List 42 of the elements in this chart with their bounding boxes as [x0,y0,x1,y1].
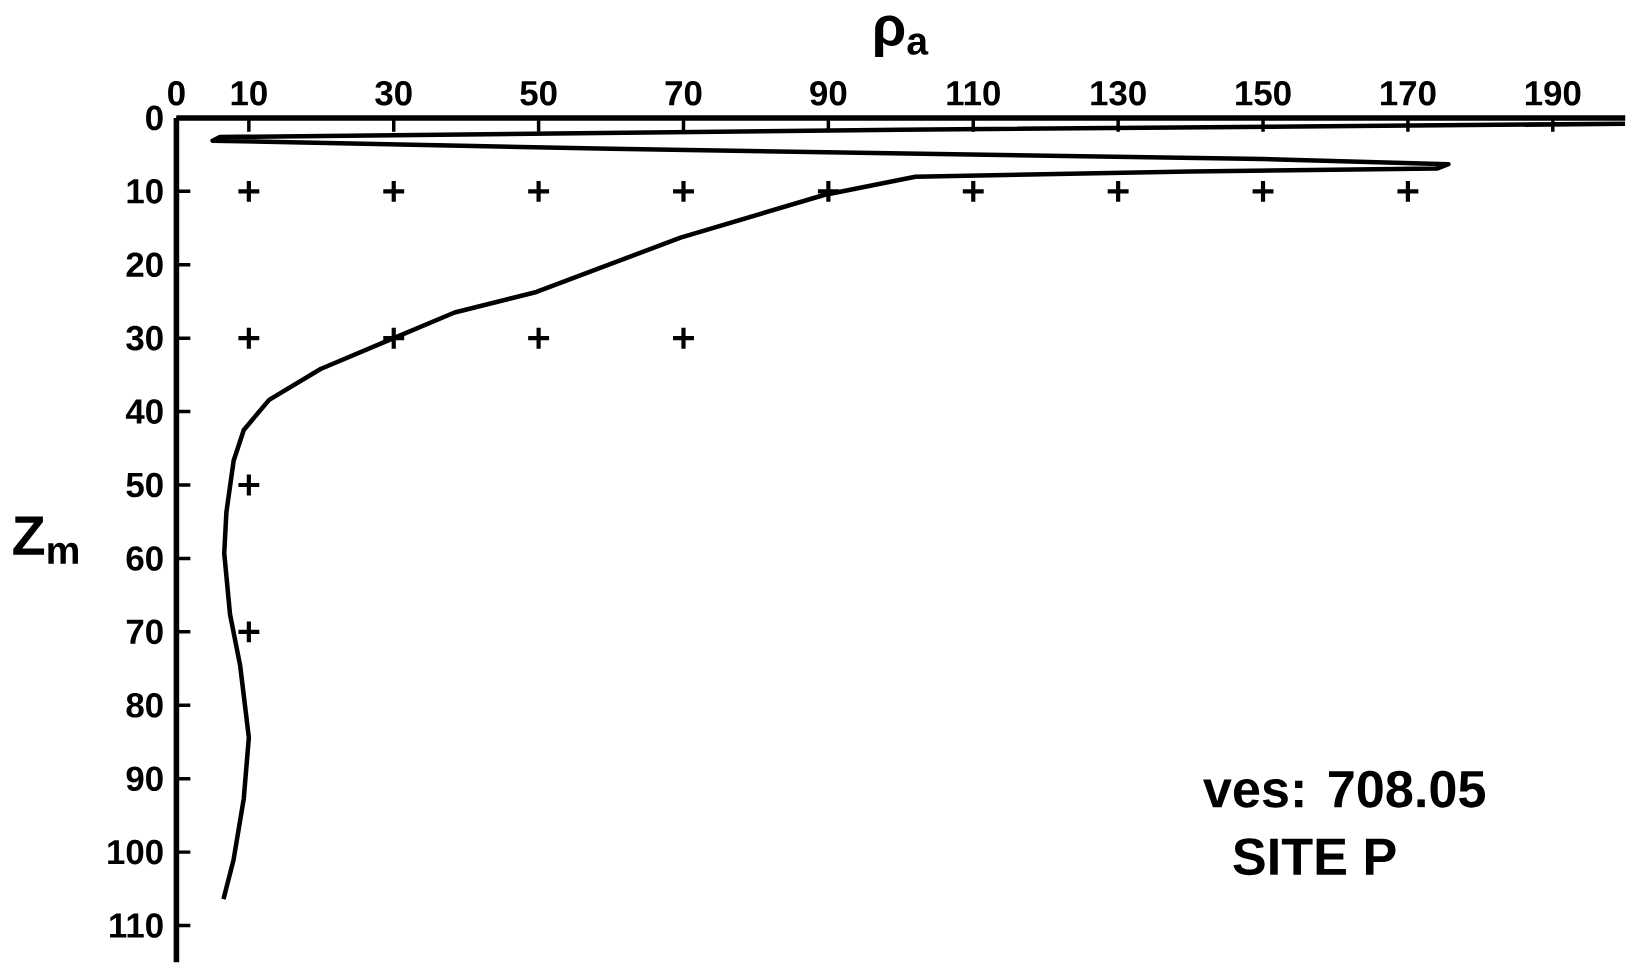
y-tick-label: 40 [125,399,163,424]
annotation: ves: 708.05 [1203,770,1486,808]
y-tick-label: 100 [108,839,163,865]
x-tick-label: 130 [1091,80,1146,106]
x-tick-label: 110 [947,80,1000,106]
x-tick-label: 50 [520,80,557,106]
point [528,180,550,202]
y-tick-label: 10 [127,178,163,204]
point [238,180,260,202]
x-tick-label: 150 [1236,80,1291,106]
y-axis-title: Z$_{m}$ [13,516,78,564]
y-tick-label: 70 [126,619,163,645]
point [383,180,405,202]
y-tick-label: 20 [126,252,163,277]
point [238,327,260,349]
x-tick-label: 0 [168,80,185,106]
point [962,180,984,202]
y-tick-label: 30 [126,325,163,351]
point [1252,180,1274,202]
y-tick-label: 50 [126,472,163,498]
y-tick-label: 110 [110,913,163,938]
point [673,327,694,349]
x-tick-label: 90 [810,80,847,106]
y-tick-label: 90 [126,766,163,791]
y-tick-label: 60 [126,546,163,571]
annotation: SITE P [1233,838,1396,876]
x-tick-label: 10 [231,80,267,106]
point [1397,180,1419,202]
x-tick-label: 190 [1525,80,1581,106]
point [383,327,405,349]
point [673,180,694,202]
x-tick-label: 170 [1381,80,1436,106]
point [1107,180,1129,202]
point [817,180,839,202]
y-tick-label: 0 [146,105,163,131]
y-tick-label: 80 [126,692,163,718]
x-axis-title: ρ$_{a}$ [875,15,929,57]
point [238,621,260,643]
x-tick-label: 30 [375,80,412,106]
x-tick-label: 70 [665,80,702,106]
point [528,327,550,349]
point [238,474,260,496]
